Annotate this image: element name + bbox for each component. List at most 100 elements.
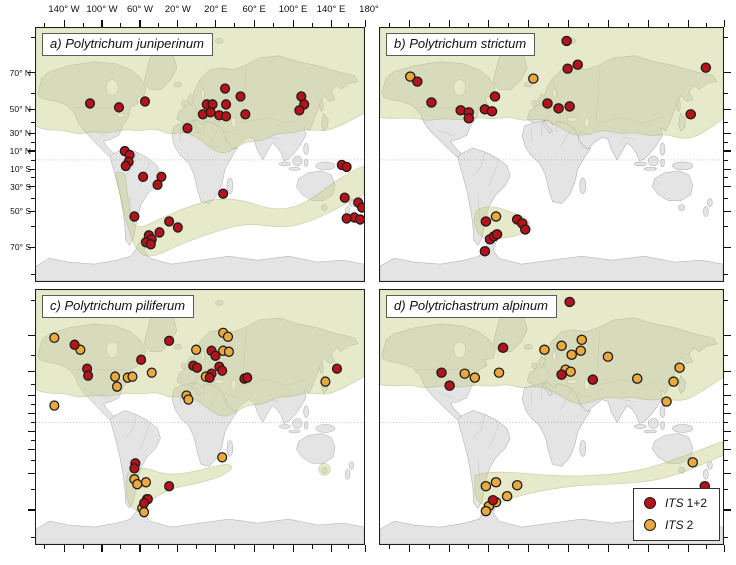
- lat-minor-tick: [31, 536, 35, 538]
- occurrence-point-its12: [152, 179, 163, 190]
- lat-minor-tick: [724, 177, 728, 179]
- lon-major-tick: [607, 545, 609, 552]
- lon-major-tick: [215, 545, 217, 552]
- occurrence-point-its12: [542, 98, 553, 109]
- occurrence-point-its12: [357, 202, 364, 213]
- panel-c-map: c) Polytrichum piliferum: [35, 289, 365, 545]
- occurrence-point-its12: [138, 497, 150, 509]
- lon-major-tick: [364, 20, 366, 27]
- occurrence-point-its2: [575, 345, 587, 356]
- world-map: [380, 290, 723, 544]
- lat-major-tick: [28, 132, 35, 134]
- lat-minor-tick: [31, 92, 35, 94]
- occurrence-point-its2: [49, 332, 60, 344]
- panel-d-map: d) Polytrichastrum alpinum ITS 1+2 ITS 2: [379, 289, 724, 545]
- lon-major-tick: [330, 20, 332, 27]
- panel-a-map: a) Polytrichum juniperinum: [35, 27, 365, 282]
- lat-minor-tick: [724, 536, 728, 538]
- legend-its2-rest: 2: [686, 518, 694, 532]
- occurrence-point-its12: [355, 214, 364, 225]
- lat-major-tick: [724, 72, 731, 74]
- occurrence-point-its12: [172, 222, 183, 233]
- lon-major-tick: [527, 20, 529, 27]
- occurrence-points: [404, 35, 712, 257]
- occurrence-point-its2: [539, 344, 550, 355]
- lon-minor-tick: [234, 545, 236, 549]
- lon-minor-tick: [311, 545, 313, 549]
- legend-its12-rest: 1+2: [686, 496, 707, 510]
- lat-minor-tick: [724, 226, 728, 228]
- lat-minor-tick: [724, 403, 728, 405]
- occurrence-point-its12: [553, 103, 564, 114]
- lon-minor-tick: [158, 23, 160, 27]
- occurrence-point-its2: [217, 452, 228, 463]
- latitude-label: 30° S: [10, 181, 31, 192]
- occurrence-point-its12: [561, 35, 572, 47]
- lon-minor-tick: [196, 545, 198, 549]
- longitude-label: 180°: [359, 4, 379, 15]
- lon-major-tick: [101, 20, 103, 27]
- occurrence-point-its12: [220, 111, 232, 122]
- longitude-label: 60° W: [126, 4, 153, 15]
- occurrence-point-its2: [191, 344, 202, 355]
- lon-major-tick: [723, 545, 725, 552]
- lon-major-tick: [253, 545, 255, 552]
- occurrence-point-its12: [235, 91, 246, 102]
- occurrence-point-its2: [469, 372, 481, 383]
- lat-major-tick: [28, 370, 35, 373]
- lat-major-tick: [28, 150, 35, 152]
- occurrence-point-its12: [205, 107, 216, 118]
- lon-major-tick: [215, 20, 217, 27]
- longitude-label: 140° W: [48, 4, 80, 15]
- lat-major-tick: [28, 168, 35, 170]
- lon-major-tick: [292, 545, 294, 552]
- lon-minor-tick: [82, 545, 84, 549]
- lon-major-tick: [139, 20, 141, 27]
- occurrence-point-its2: [111, 381, 123, 392]
- lat-minor-tick: [31, 177, 35, 179]
- lat-major-tick: [28, 186, 35, 188]
- occurrence-point-its2: [183, 394, 194, 405]
- lon-major-tick: [177, 545, 179, 552]
- occurrence-point-its12: [136, 354, 147, 365]
- occurrence-point-its2: [404, 71, 416, 82]
- lat-major-tick: [28, 394, 35, 397]
- lat-minor-tick: [724, 299, 728, 301]
- occurrence-point-its2: [687, 457, 699, 468]
- lon-major-tick: [364, 545, 366, 552]
- longitude-label: 20° E: [204, 4, 228, 15]
- occurrence-point-its12: [426, 97, 437, 108]
- world-map: [380, 28, 723, 281]
- occurrence-point-its2: [674, 362, 685, 373]
- lat-minor-tick: [724, 92, 728, 94]
- lat-major-tick: [724, 370, 731, 373]
- lat-minor-tick: [31, 489, 35, 491]
- occurrence-point-its12: [220, 99, 232, 110]
- lat-minor-tick: [724, 37, 728, 39]
- occurrence-point-its12: [69, 339, 80, 351]
- lat-minor-tick: [31, 354, 35, 356]
- occurrence-point-its12: [480, 216, 492, 227]
- occurrence-point-its12: [685, 109, 697, 120]
- lat-major-tick: [724, 132, 731, 134]
- occurrence-points: [49, 327, 343, 518]
- occurrence-point-its2: [556, 340, 567, 352]
- occurrence-point-its2: [480, 480, 492, 492]
- occurrence-point-its12: [564, 101, 575, 112]
- occurrence-point-its2: [223, 346, 235, 357]
- occurrence-point-its12: [84, 98, 96, 109]
- occurrence-point-its12: [331, 363, 343, 374]
- lon-major-tick: [63, 545, 65, 552]
- lat-major-tick: [724, 449, 731, 451]
- latitude-label: 10° S: [10, 164, 31, 175]
- lon-major-tick: [408, 20, 410, 27]
- lat-minor-tick: [31, 121, 35, 123]
- occurrence-point-its12: [129, 463, 140, 474]
- lon-minor-tick: [82, 23, 84, 27]
- occurrence-point-its2: [576, 334, 588, 346]
- lat-major-tick: [28, 509, 35, 511]
- lon-major-tick: [408, 545, 410, 552]
- lon-major-tick: [177, 20, 179, 27]
- world-map: [36, 290, 364, 544]
- lat-major-tick: [724, 150, 731, 152]
